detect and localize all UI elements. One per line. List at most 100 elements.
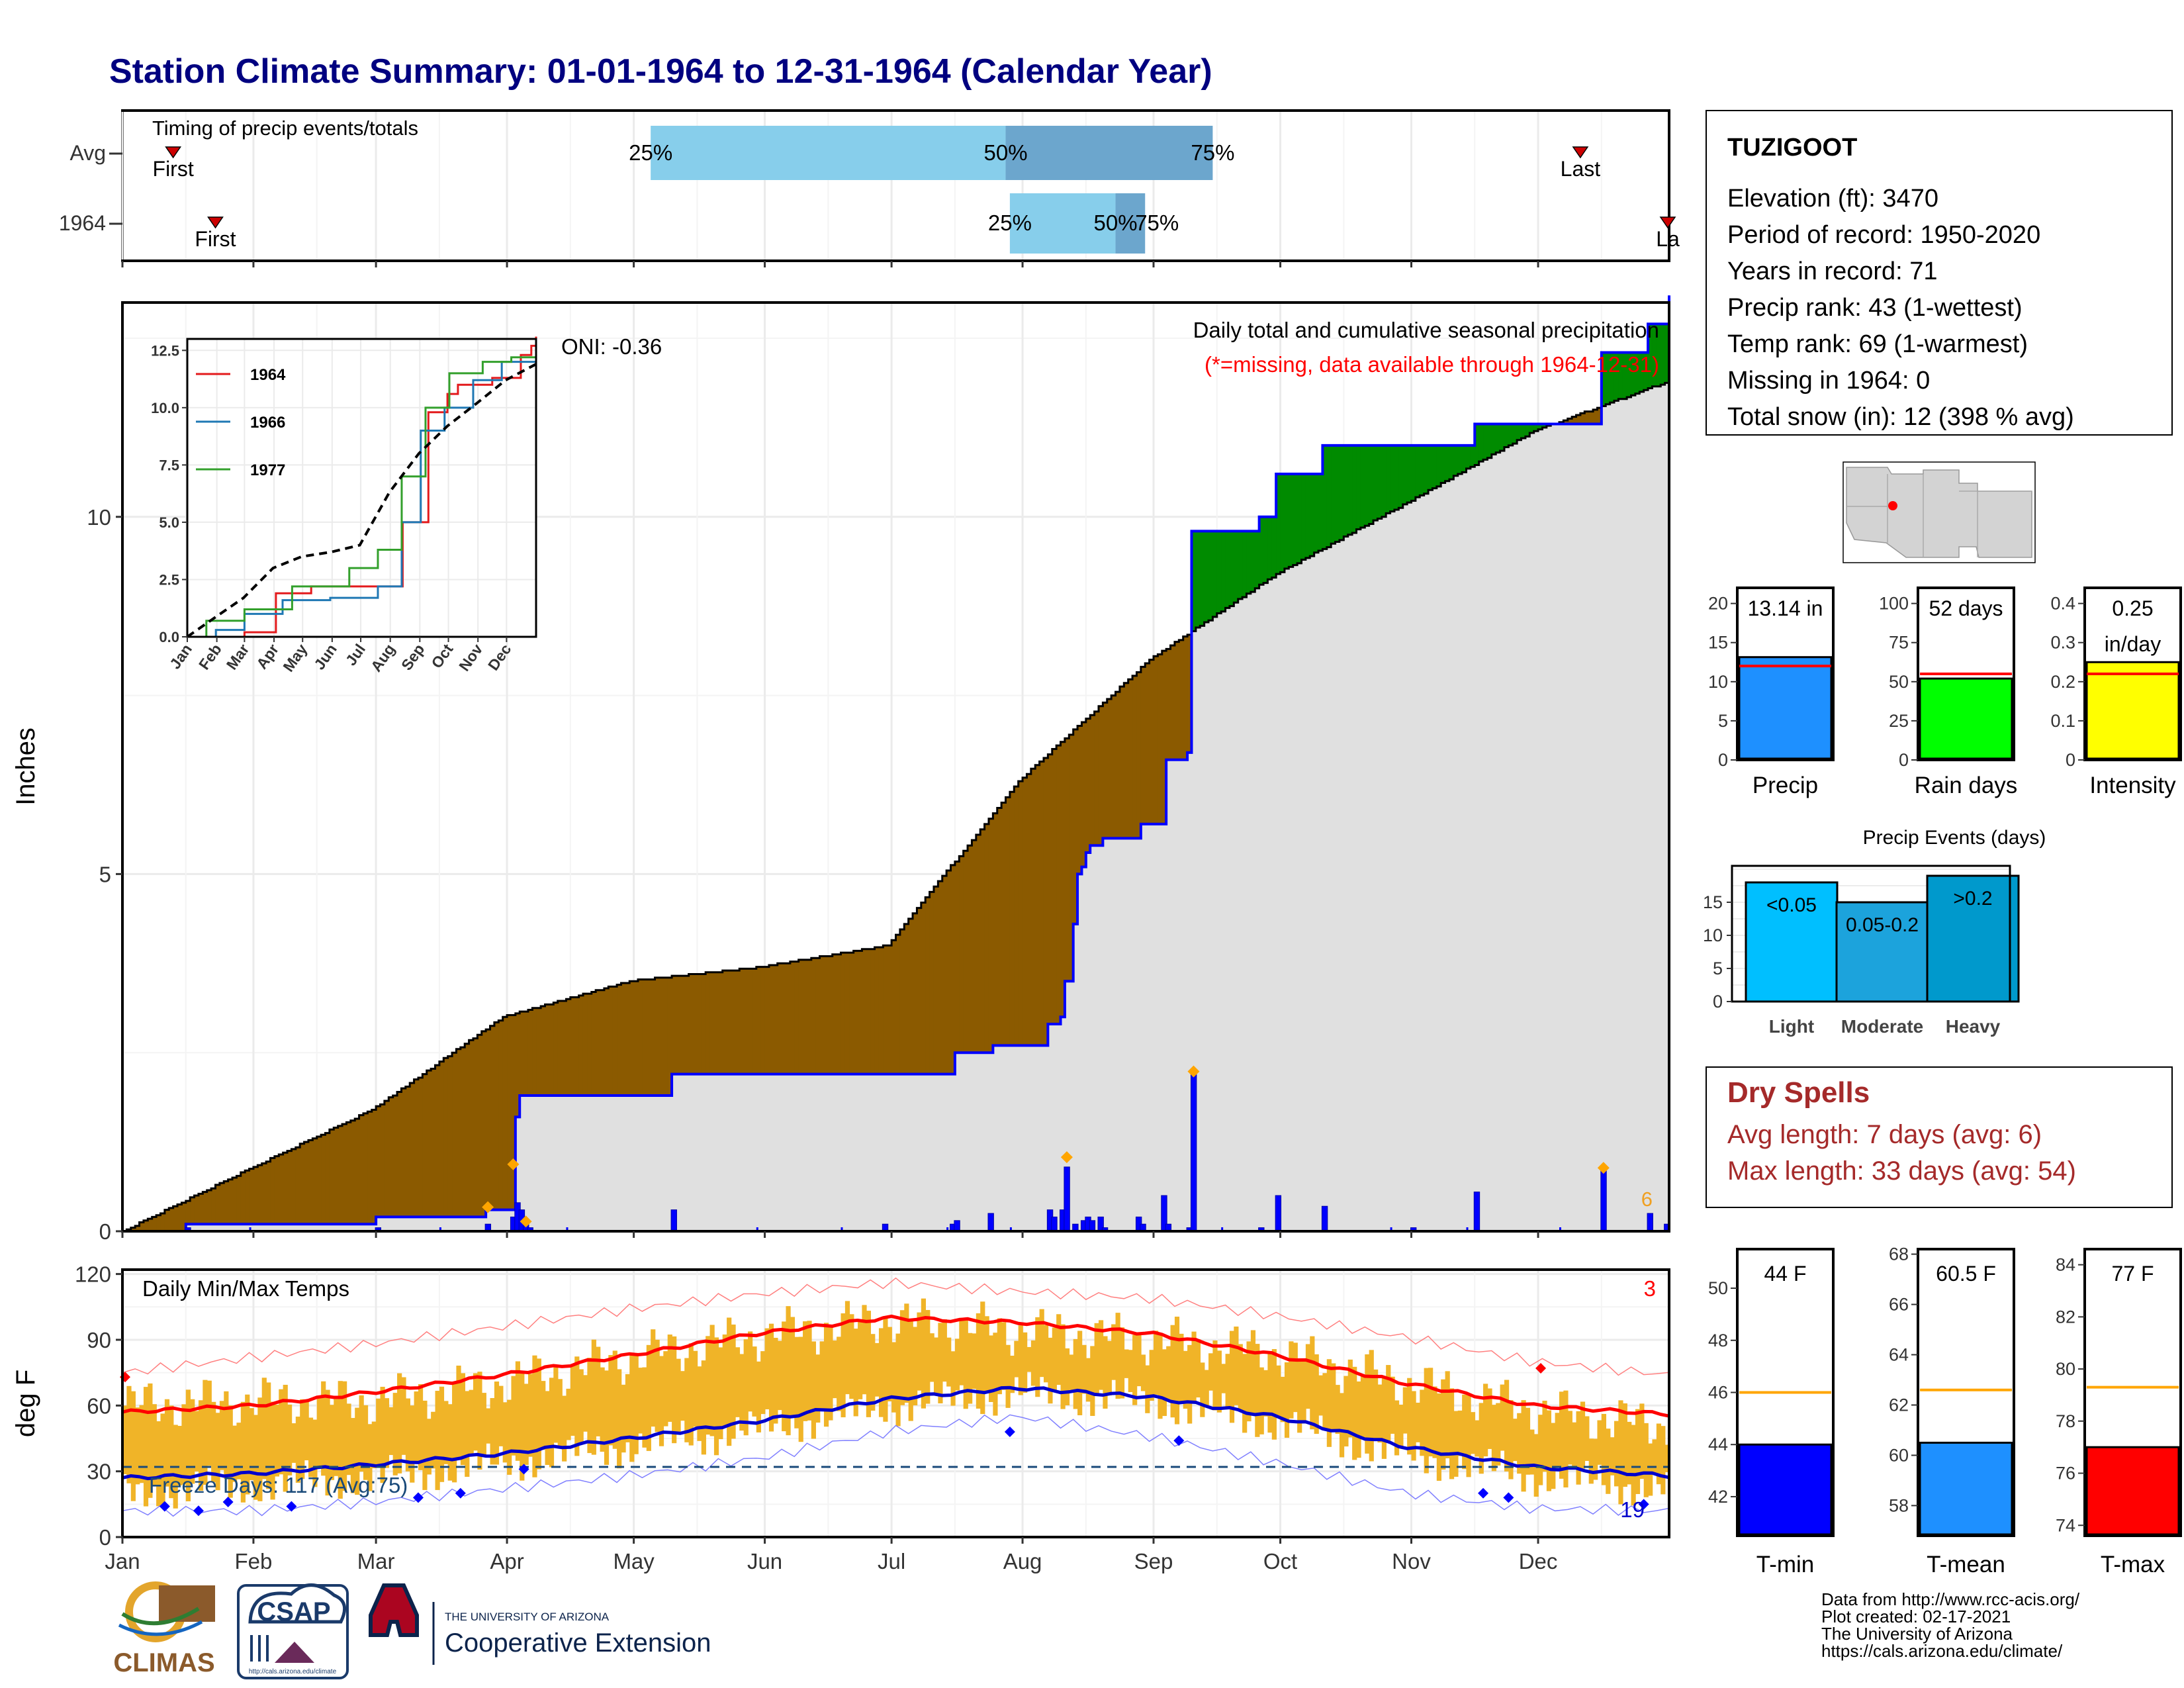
events-y-tick-label: 10 xyxy=(1703,925,1723,945)
university-of-arizona-logo: THE UNIVERSITY OF ARIZONA Cooperative Ex… xyxy=(369,1583,711,1665)
surplus-area xyxy=(1631,352,1636,396)
timing-first-marker-label: First xyxy=(195,227,236,251)
surplus-area xyxy=(1479,424,1484,462)
daily-temp-bar xyxy=(1212,1340,1218,1411)
deficit-area xyxy=(697,974,702,1074)
deficit-area xyxy=(604,988,609,1096)
deficit-area xyxy=(1580,413,1585,424)
daily-temp-bar xyxy=(1420,1389,1425,1456)
daily-temp-bar xyxy=(435,1391,440,1490)
daily-temp-bar xyxy=(697,1366,702,1441)
deficit-area xyxy=(342,1124,347,1225)
surplus-area xyxy=(1525,424,1530,437)
daily-temp-bar xyxy=(672,1336,677,1444)
daily-temp-bar xyxy=(312,1419,318,1487)
daily-temp-bar xyxy=(1347,1359,1353,1438)
daily-temp-bar xyxy=(1048,1337,1053,1404)
daily-temp-bar xyxy=(1085,1358,1091,1402)
daily-temp-bar xyxy=(596,1346,601,1436)
daily-temp-bar xyxy=(219,1401,225,1470)
daily-temp-bar xyxy=(1310,1336,1315,1430)
surplus-area xyxy=(1466,445,1471,469)
deficit-area xyxy=(431,1068,436,1217)
daily-temp-bar xyxy=(933,1337,939,1395)
daily-temp-bar xyxy=(1284,1362,1290,1438)
precip-y-axis-label: Inches xyxy=(11,727,40,806)
deficit-area xyxy=(224,1181,229,1225)
daily-temp-bar xyxy=(1664,1444,1670,1473)
precip-missing-note: (*=missing, data available through 1964-… xyxy=(1205,352,1659,377)
daily-temp-bar xyxy=(456,1365,461,1458)
daily-temp-bar xyxy=(181,1404,187,1485)
daily-temp-bar xyxy=(224,1391,229,1479)
daily-temp-bar xyxy=(938,1323,943,1404)
deficit-area xyxy=(672,976,677,1074)
daily-temp-bar xyxy=(819,1341,825,1409)
deficit-area xyxy=(1145,663,1150,824)
deficit-area xyxy=(219,1183,224,1225)
daily-temp-bar xyxy=(1606,1429,1611,1494)
daily-temp-bar xyxy=(570,1365,576,1436)
summary-y-tick-label: 0.3 xyxy=(2050,633,2075,653)
deficit-area xyxy=(139,1222,144,1231)
daily-temp-bar xyxy=(1154,1331,1159,1395)
deficit-area xyxy=(469,1040,474,1217)
deficit-area xyxy=(1111,695,1116,839)
summary-y-tick-label: 64 xyxy=(1889,1345,1909,1365)
daily-temp-bar xyxy=(169,1405,174,1499)
surplus-area xyxy=(1347,445,1353,535)
deficit-area xyxy=(1023,777,1028,1046)
deficit-area xyxy=(1094,711,1099,846)
daily-temp-bar xyxy=(1060,1324,1066,1409)
inset-legend-label: 1964 xyxy=(250,366,286,384)
daily-temp-bar xyxy=(1483,1383,1488,1457)
surplus-area xyxy=(1504,424,1509,447)
deficit-area xyxy=(777,963,782,1074)
station-info-line: Period of record: 1950-2020 xyxy=(1727,221,2040,249)
snow-day-marker xyxy=(482,1201,494,1213)
daily-temp-bar xyxy=(553,1366,559,1443)
daily-temp-bar xyxy=(1618,1400,1623,1505)
surplus-area xyxy=(1225,531,1230,608)
deficit-area xyxy=(443,1058,449,1217)
daily-temp-bar xyxy=(143,1387,149,1507)
daily-temp-bar xyxy=(976,1313,981,1409)
deficit-area xyxy=(261,1163,267,1225)
record-low-marker xyxy=(1173,1435,1185,1446)
daily-precip-bar xyxy=(1473,1192,1480,1232)
daily-temp-bar xyxy=(1453,1411,1459,1477)
timing-row-label-year: 1964 xyxy=(59,211,106,235)
deficit-area xyxy=(997,808,1002,1046)
surplus-area xyxy=(1259,516,1264,585)
surplus-area xyxy=(1360,445,1365,528)
daily-temp-bar xyxy=(870,1334,876,1411)
daily-temp-bar xyxy=(1043,1325,1049,1383)
summary-value-label: 13.14 in xyxy=(1748,596,1823,620)
daily-temp-bar xyxy=(1140,1354,1146,1391)
deficit-area xyxy=(849,953,854,1074)
daily-temp-bar xyxy=(279,1389,284,1475)
deficit-area xyxy=(773,964,778,1074)
timing-last-marker-label: Last xyxy=(1561,157,1601,181)
deficit-area xyxy=(938,881,943,1074)
summary-value-label: 52 days xyxy=(1929,596,2003,620)
surplus-area xyxy=(1661,324,1666,385)
daily-temp-bar xyxy=(236,1423,242,1479)
deficit-area xyxy=(1056,745,1062,1025)
surplus-area xyxy=(1246,531,1251,594)
page-title: Station Climate Summary: 01-01-1964 to 1… xyxy=(109,52,1212,91)
climas-logo: CLIMAS xyxy=(113,1581,215,1677)
daily-temp-bar xyxy=(536,1358,541,1470)
record-high-count: 3 xyxy=(1644,1276,1656,1301)
deficit-area xyxy=(1132,675,1138,839)
deficit-area xyxy=(1166,649,1171,760)
daily-temp-bar xyxy=(1546,1410,1552,1491)
deficit-area xyxy=(667,977,672,1096)
daily-temp-bar xyxy=(240,1401,246,1503)
deficit-area xyxy=(566,999,571,1096)
daily-temp-bar xyxy=(600,1367,605,1452)
deficit-area xyxy=(346,1122,351,1225)
deficit-area xyxy=(321,1135,326,1225)
deficit-area xyxy=(325,1133,330,1225)
deficit-area xyxy=(659,977,664,1096)
